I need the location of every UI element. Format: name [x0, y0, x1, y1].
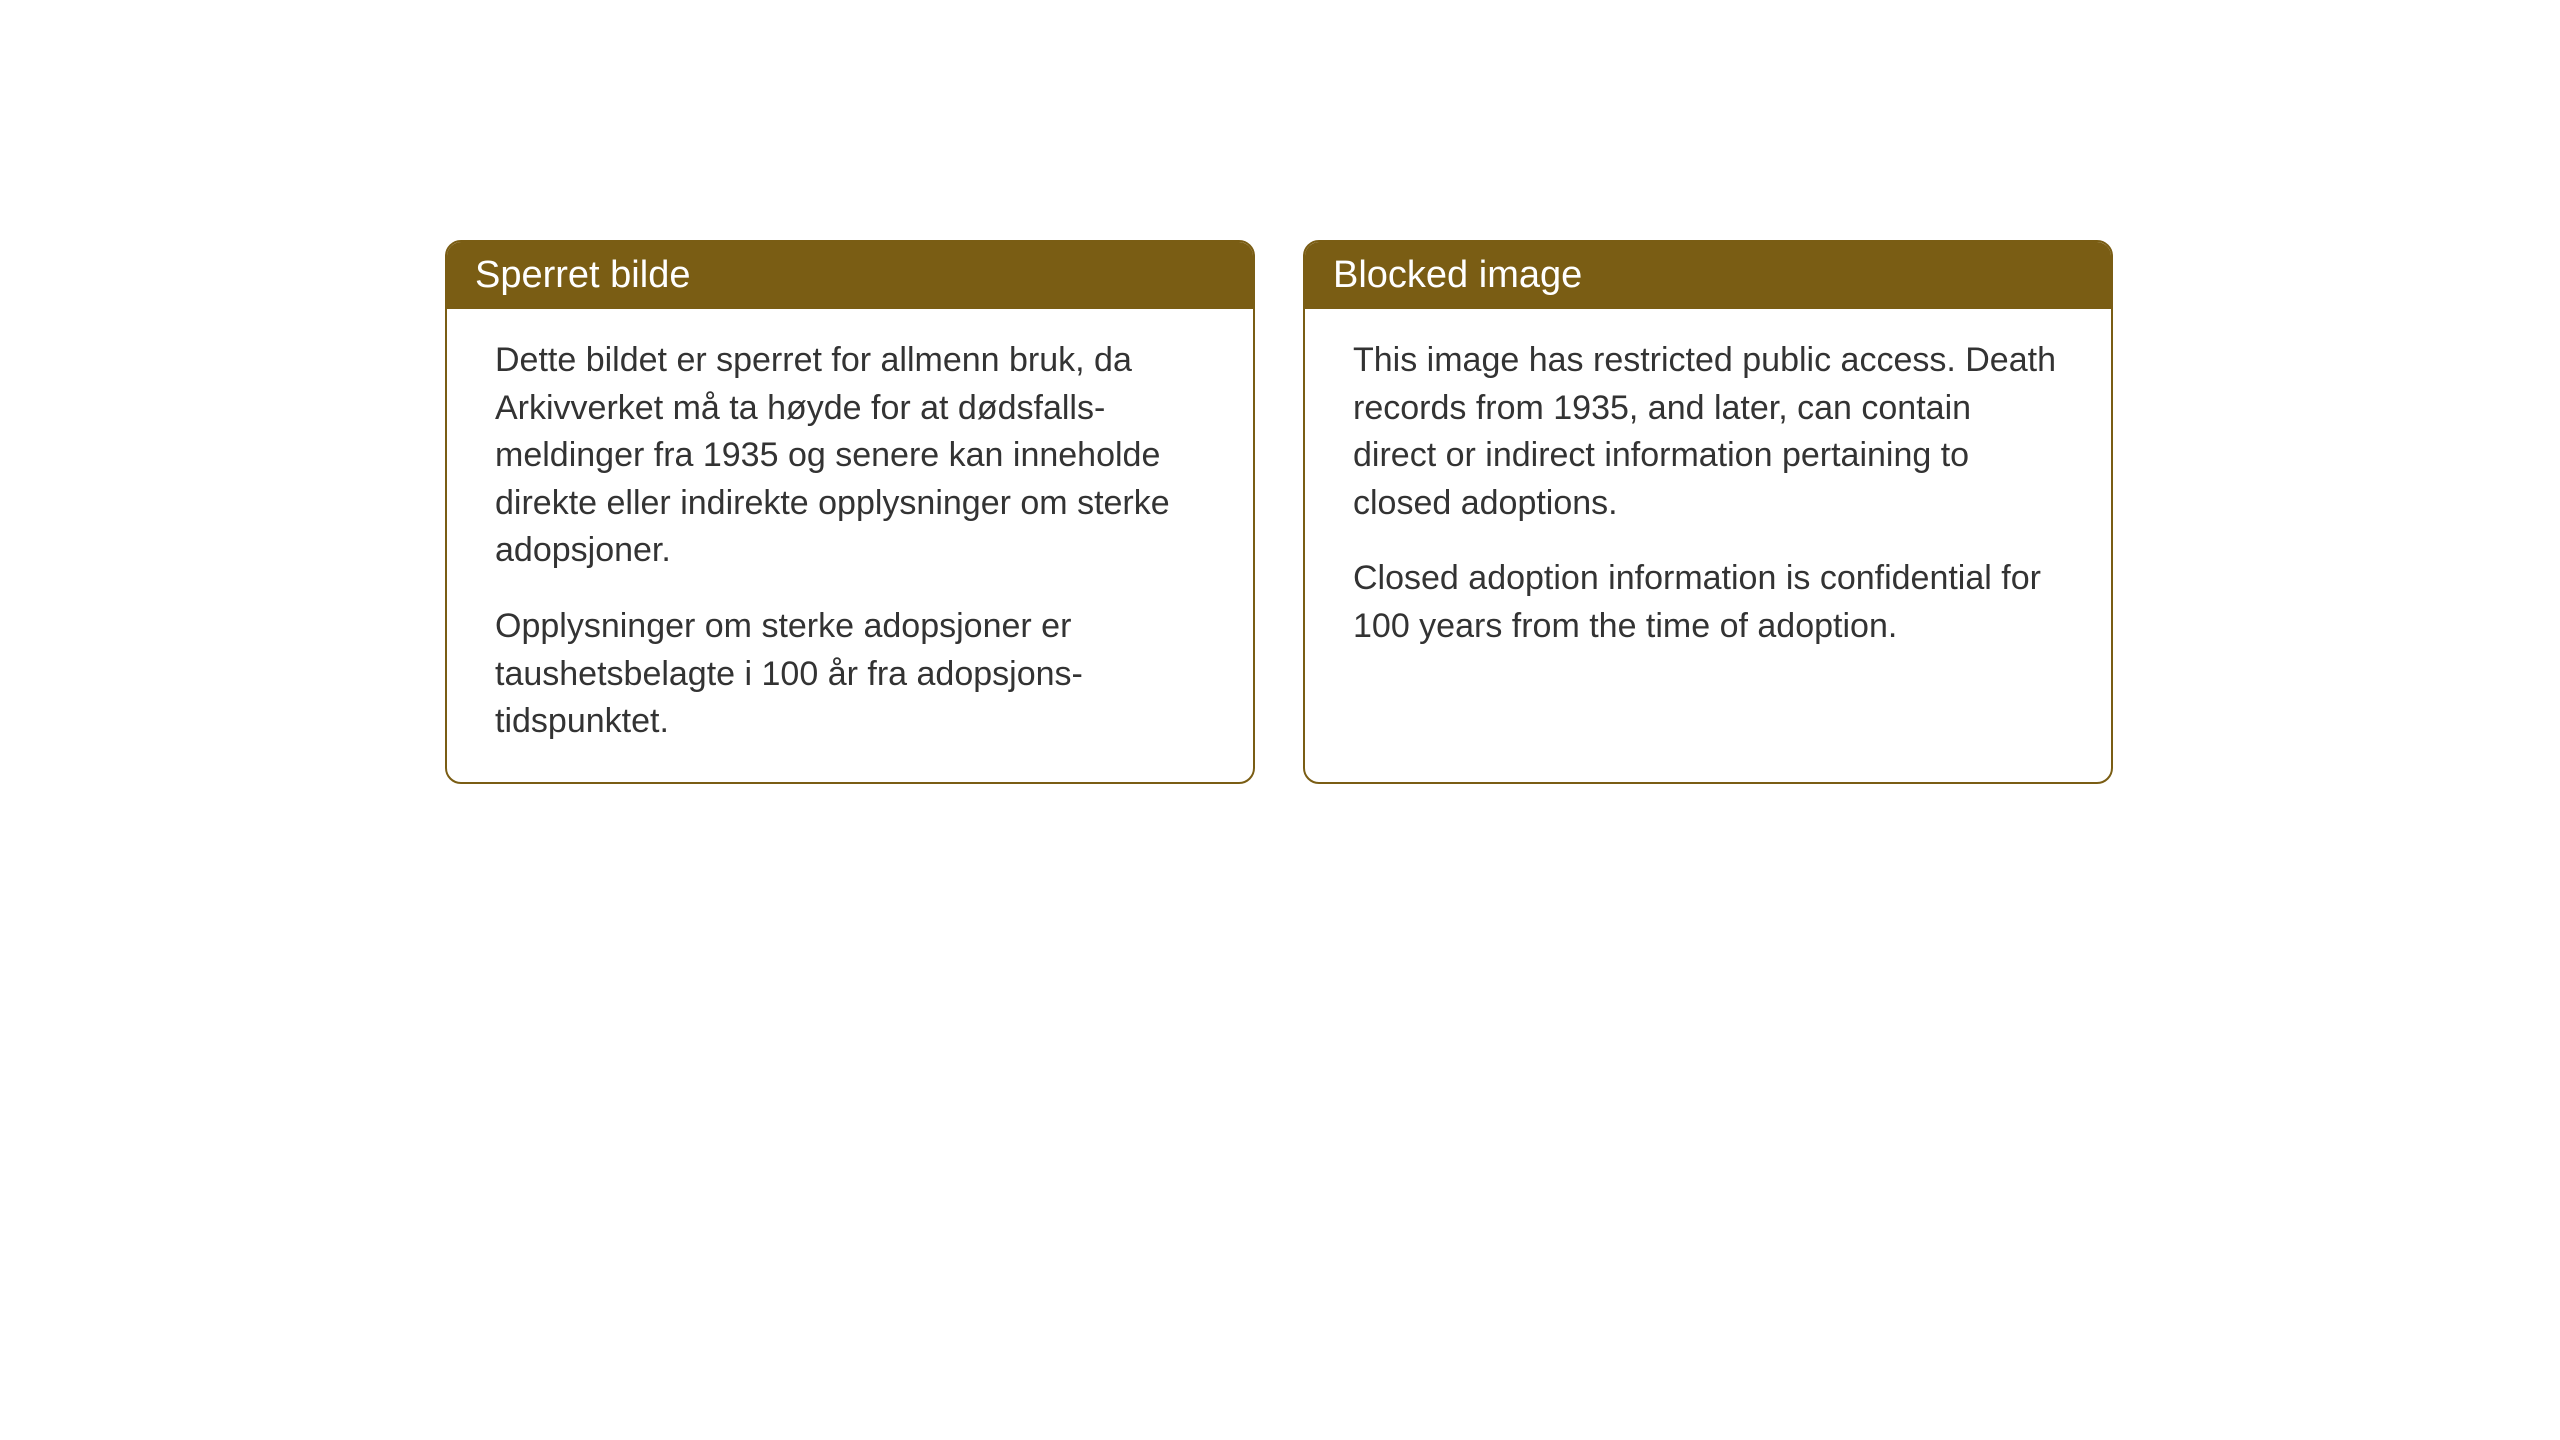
- notice-title-english: Blocked image: [1333, 254, 1582, 296]
- notice-box-norwegian: Sperret bilde Dette bildet er sperret fo…: [445, 240, 1255, 784]
- notice-paragraph-1-english: This image has restricted public access.…: [1353, 337, 2063, 527]
- notice-container: Sperret bilde Dette bildet er sperret fo…: [445, 240, 2113, 784]
- notice-paragraph-1-norwegian: Dette bildet er sperret for allmenn bruk…: [495, 337, 1205, 575]
- notice-header-english: Blocked image: [1305, 242, 2111, 309]
- notice-paragraph-2-english: Closed adoption information is confident…: [1353, 555, 2063, 650]
- notice-body-norwegian: Dette bildet er sperret for allmenn bruk…: [447, 309, 1253, 782]
- notice-body-english: This image has restricted public access.…: [1305, 309, 2111, 687]
- notice-paragraph-2-norwegian: Opplysninger om sterke adopsjoner er tau…: [495, 603, 1205, 746]
- notice-title-norwegian: Sperret bilde: [475, 254, 690, 296]
- notice-header-norwegian: Sperret bilde: [447, 242, 1253, 309]
- notice-box-english: Blocked image This image has restricted …: [1303, 240, 2113, 784]
